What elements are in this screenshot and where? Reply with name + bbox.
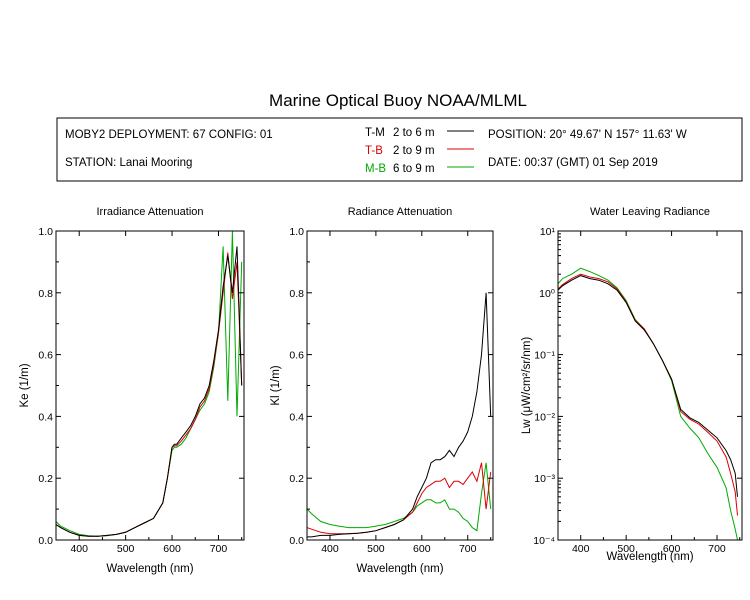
y-tick-label: 1.0 [289,226,304,238]
y-tick-label: 0.8 [38,288,53,300]
series-line-t-b [307,462,492,535]
y-tick-label: 10⁻⁴ [533,535,555,547]
x-tick-label: 500 [117,543,135,555]
plot-frame [55,230,245,541]
chart-title: Radiance Attenuation [348,206,453,218]
x-axis-label: Wavelength (nm) [606,551,693,563]
legend-range: 2 to 9 m [393,145,435,157]
series-group [558,267,738,540]
y-tick-label: 0.4 [38,411,53,423]
position-text: POSITION: 20° 49.67' N 157° 11.63' W [488,129,687,141]
legend-entry-t-m: T-M 2 to 6 m [365,127,474,139]
x-tick-label: 600 [163,543,181,555]
x-tick-label: 700 [459,543,477,555]
figure-title: Marine Optical Buoy NOAA/MLML [269,91,527,110]
legend-entry-t-b: T-B 2 to 9 m [365,145,474,157]
legend-range: 2 to 6 m [393,127,435,139]
x-tick-label: 500 [367,543,385,555]
deployment-text: MOBY2 DEPLOYMENT: 67 CONFIG: 01 [65,129,273,141]
y-tick-label: 10⁰ [539,288,555,300]
info-box: MOBY2 DEPLOYMENT: 67 CONFIG: 01 STATION:… [56,117,743,182]
y-tick-label: 1.0 [38,226,53,238]
y-axis-label: Lw (μW/cm²/sr/nm) [521,337,533,435]
x-tick-label: 400 [572,543,590,555]
x-tick-label: 400 [321,543,339,555]
series-line-t-b [558,273,738,516]
irradiance-attenuation-chart: Irradiance Attenuation 400 500 600 700 0.0 0.2… [19,206,245,575]
legend: T-M 2 to 6 m T-B 2 to 9 m M-B 6 to 9 m [365,127,474,175]
x-tick-label: 700 [708,543,726,555]
y-tick-label: 0.0 [289,535,304,547]
series-line-m-b [558,267,738,540]
y-tick-label: 10⁻¹ [534,350,555,362]
y-tick-label: 10⁻³ [534,473,555,485]
y-tick-label: 0.8 [289,288,304,300]
y-axis-label: Kl (1/m) [270,365,282,405]
series-line-m-b [56,231,243,537]
legend-code: T-M [365,127,385,139]
info-box-frame [56,117,743,182]
legend-code: M-B [365,163,386,175]
x-axis-label: Wavelength (nm) [356,563,443,575]
x-tick-label: 700 [210,543,228,555]
plot-frame [557,230,743,541]
x-tick-label: 400 [70,543,88,555]
y-tick-label: 0.6 [38,350,53,362]
water-leaving-radiance-chart: Water Leaving Radiance 400 500 600 700 10¹ 10⁰… [521,206,743,563]
legend-range: 6 to 9 m [393,163,435,175]
series-line-t-m [307,292,492,538]
series-line-t-m [558,275,738,497]
y-axis-label: Ke (1/m) [19,363,31,407]
legend-code: T-B [365,145,383,157]
series-line-t-b [56,252,243,537]
x-tick-label: 600 [663,543,681,555]
series-line-m-b [307,462,492,532]
x-tick-label: 500 [617,543,635,555]
chart-title: Irradiance Attenuation [96,206,203,218]
x-axis-label: Wavelength (nm) [106,563,193,575]
y-tick-label: 10⁻² [534,411,555,423]
y-tick-label: 0.6 [289,350,304,362]
y-tick-label: 0.2 [38,473,53,485]
y-tick-label: 0.0 [38,535,53,547]
legend-entry-m-b: M-B 6 to 9 m [365,163,474,175]
station-text: STATION: Lanai Mooring [65,157,192,169]
y-tick-label: 0.4 [289,411,304,423]
series-group [56,231,243,537]
series-line-t-m [56,246,243,537]
series-group [307,292,492,538]
y-tick-label: 10¹ [540,226,556,238]
y-tick-label: 0.2 [289,473,304,485]
x-tick-label: 600 [413,543,431,555]
date-text: DATE: 00:37 (GMT) 01 Sep 2019 [488,157,658,169]
chart-title: Water Leaving Radiance [590,206,710,218]
plot-frame [306,230,494,541]
radiance-attenuation-chart: Radiance Attenuation 400 500 600 700 0.0 0.2 0.… [270,206,494,575]
